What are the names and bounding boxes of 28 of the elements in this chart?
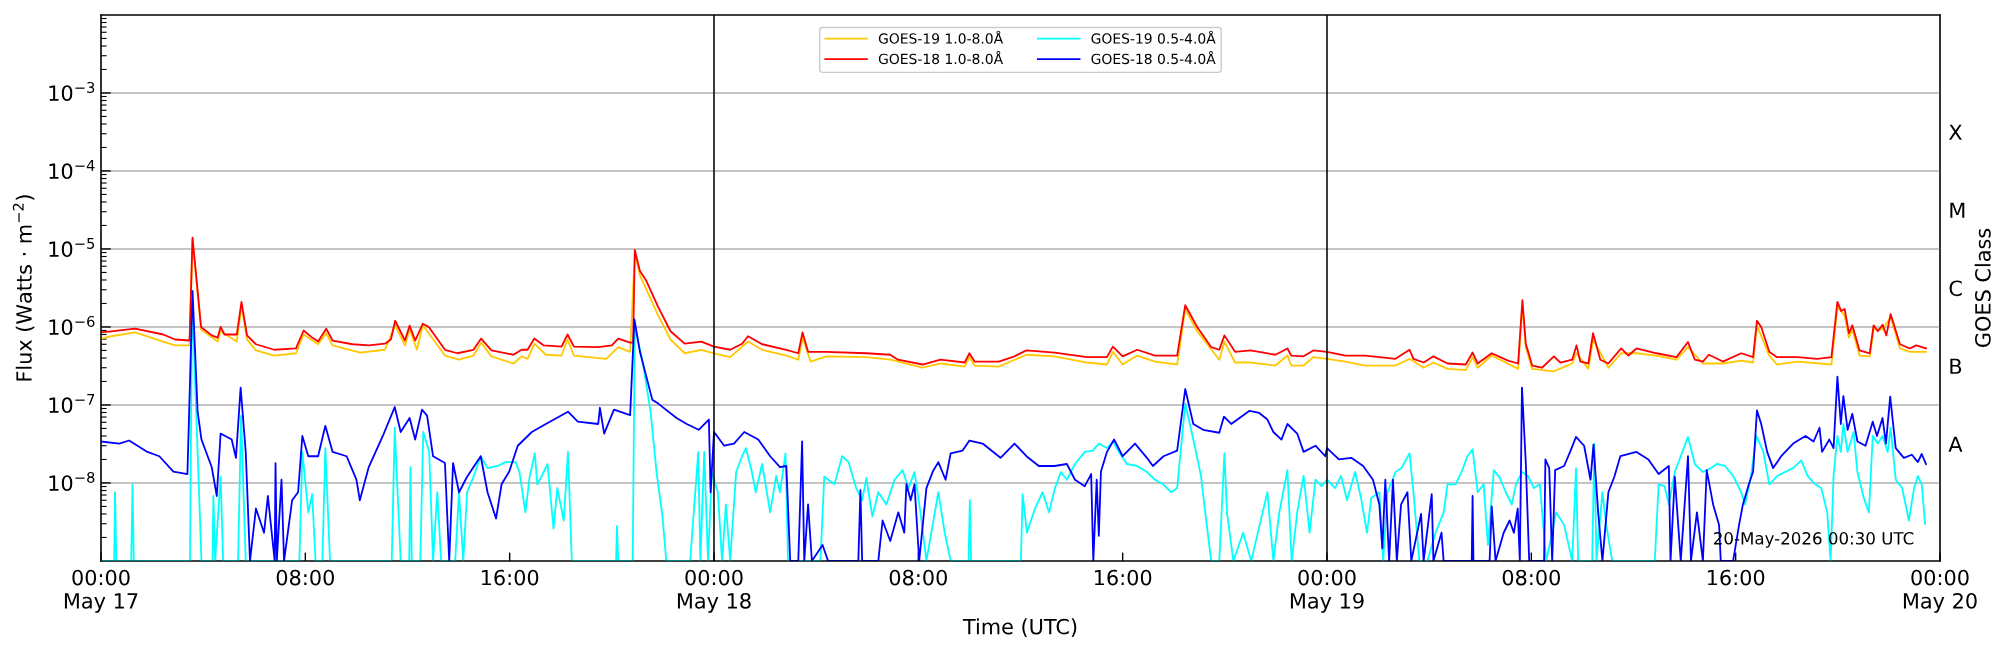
y2-axis-title: GOES Class [1974, 228, 1991, 347]
legend-label: GOES-18 1.0-8.0Å [878, 51, 1004, 65]
x-axis-title: Time (UTC) [962, 618, 1077, 637]
y-tick-label: 10$^{−6}$ [49, 315, 95, 335]
x-tick-label: 16:00 [481, 569, 539, 586]
x-tick-label: 16:00 [1094, 569, 1152, 586]
category-label: A [1948, 436, 1963, 452]
y-axis-title: Flux (Watts · m$^{−2}$) [12, 195, 35, 381]
x-tick-label: 00:00 May 20 [1903, 569, 1977, 613]
x-tick-label: 00:00 May 19 [1290, 569, 1364, 613]
y-tick-label: 10$^{−8}$ [49, 471, 95, 491]
category-label: X [1948, 124, 1962, 140]
y-tick-label: 10$^{−3}$ [49, 81, 95, 101]
y-tick-label: 10$^{−4}$ [49, 160, 95, 180]
legend-label: GOES-18 0.5-4.0Å [1091, 51, 1216, 65]
y-tick-label: 10$^{−5}$ [49, 238, 95, 258]
category-label: C [1949, 280, 1962, 297]
x-tick-label: 08:00 [889, 569, 947, 586]
category-label: M [1950, 202, 1965, 218]
y-tick-label: 10$^{−7}$ [49, 394, 95, 414]
x-tick-label: 16:00 [1707, 569, 1765, 586]
legend-label: GOES-19 0.5-4.0Å [1091, 30, 1216, 44]
x-tick-label: 08:00 [1502, 569, 1560, 586]
legend-label: GOES-19 1.0-8.0Å [878, 30, 1004, 44]
x-tick-label: 00:00 May 17 [64, 569, 138, 613]
x-tick-label: 00:00 May 18 [677, 569, 751, 613]
x-tick-label: 08:00 [276, 569, 334, 586]
category-label: B [1950, 358, 1962, 374]
